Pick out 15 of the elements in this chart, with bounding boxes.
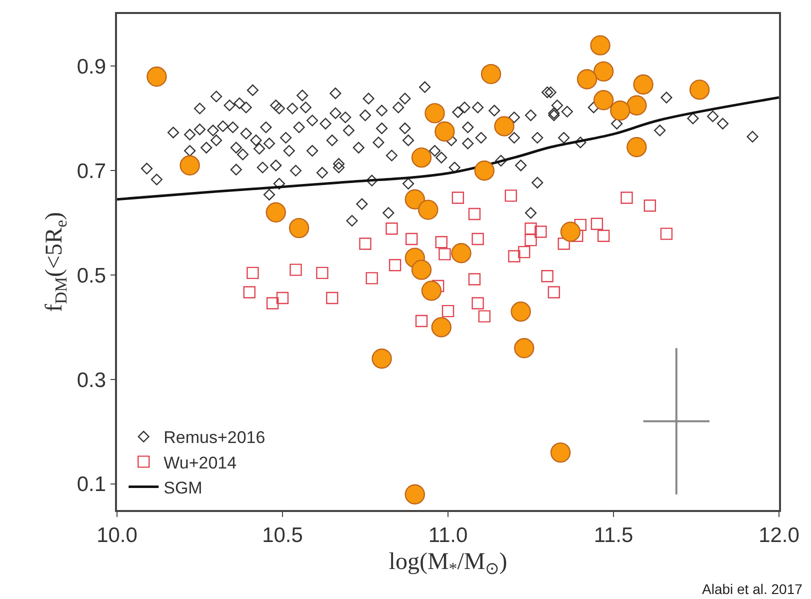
legend-label: SGM: [164, 478, 202, 498]
x-tick-label: 12.0: [758, 524, 800, 547]
y-tick-label: 0.7: [76, 160, 106, 183]
x-tick-label: 10.5: [262, 524, 303, 547]
legend-label: Wu+2014: [164, 453, 237, 472]
legend-label: Remus+2016: [164, 428, 266, 448]
y-tick-label: 0.5: [76, 264, 106, 288]
y-tick-label: 0.9: [76, 56, 106, 79]
y-tick-label: 0.1: [76, 473, 106, 496]
x-tick-label: 10.0: [96, 524, 138, 547]
x-tick-label: 11.0: [428, 524, 468, 547]
text: Alabi et al. 2017: [702, 581, 803, 597]
x-axis-title: log(M$_{*}$/M$_{⊙}$): [388, 548, 508, 578]
y-tick-label: 0.3: [76, 368, 106, 392]
x-tick-label: 11.5: [594, 524, 634, 547]
